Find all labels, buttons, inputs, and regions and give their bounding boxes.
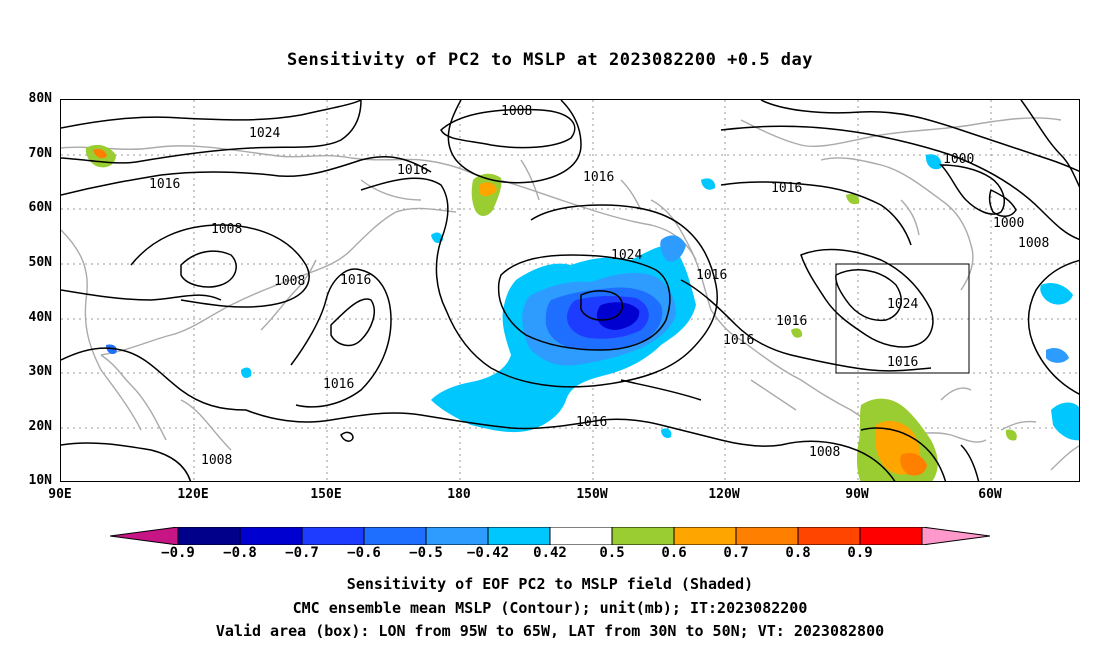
contour-label: 1016 <box>583 170 614 185</box>
lon-label-120e: 120E <box>177 487 209 502</box>
lon-label-60w: 60W <box>978 487 1002 502</box>
colorbar-tick-label: 0.42 <box>533 545 567 561</box>
lat-label-80n: 80N <box>28 91 52 106</box>
lat-label-50n: 50N <box>28 255 52 270</box>
colorbar-tick-label: 0.7 <box>723 545 749 561</box>
lat-label-60n: 60N <box>28 200 52 215</box>
contour-label: 1016 <box>776 314 807 329</box>
map-canvas: 1008 1024 1016 1016 1016 1000 1008 1008 … <box>61 100 1079 481</box>
lat-label-10n: 10N <box>28 473 52 488</box>
contour-label: 1008 <box>211 222 242 237</box>
mslp-contours <box>61 100 1079 481</box>
colorbar-tick-label: 0.5 <box>599 545 625 561</box>
contour-label: 1016 <box>771 181 802 196</box>
lat-label-30n: 30N <box>28 364 52 379</box>
colorbar-tick-label: −0.5 <box>409 545 443 561</box>
contour-label: 1016 <box>887 355 918 370</box>
colorbar-tick-label: 0.6 <box>661 545 687 561</box>
colorbar-cell <box>549 527 613 545</box>
colorbar-cells <box>110 527 990 545</box>
caption-line-1: Sensitivity of EOF PC2 to MSLP field (Sh… <box>346 575 754 593</box>
colorbar-cell <box>487 527 551 545</box>
colorbar-cell <box>859 527 923 545</box>
contour-label: 1008 <box>501 104 532 119</box>
colorbar-tick-label: −0.6 <box>347 545 381 561</box>
contour-label: 1000 <box>943 152 974 167</box>
valid-area-box <box>835 263 970 374</box>
contour-label: 1016 <box>397 163 428 178</box>
contour-label: 1008 <box>201 453 232 468</box>
colorbar-cell <box>301 527 365 545</box>
lon-label-150e: 150E <box>310 487 342 502</box>
colorbar-cell <box>611 527 675 545</box>
colorbar-cell <box>673 527 737 545</box>
contour-label: 1016 <box>696 268 727 283</box>
colorbar <box>110 527 990 545</box>
lon-label-150w: 150W <box>576 487 608 502</box>
lon-label-90e: 90E <box>48 487 72 502</box>
contour-label: 1016 <box>149 177 180 192</box>
contour-label: 1008 <box>809 445 840 460</box>
colorbar-arrow-max <box>921 527 990 545</box>
map-panel: 1008 1024 1016 1016 1016 1000 1008 1008 … <box>60 99 1080 482</box>
colorbar-cell <box>425 527 489 545</box>
contour-label: 1016 <box>323 377 354 392</box>
contour-label: 1024 <box>249 126 280 141</box>
contour-label: 1024 <box>611 248 642 263</box>
contour-label: 1008 <box>274 274 305 289</box>
colorbar-cell <box>239 527 303 545</box>
contour-label: 1008 <box>1018 236 1049 251</box>
colorbar-cell <box>797 527 861 545</box>
contour-label: 1016 <box>576 415 607 430</box>
caption-line-2: CMC ensemble mean MSLP (Contour); unit(m… <box>292 599 808 617</box>
lon-label-180: 180 <box>447 487 471 502</box>
colorbar-cell <box>177 527 241 545</box>
contour-label: 1024 <box>887 297 918 312</box>
colorbar-tick-label: −0.8 <box>223 545 257 561</box>
sensitivity-shading <box>85 144 1079 481</box>
colorbar-tick-label: −0.9 <box>161 545 195 561</box>
chart-title: Sensitivity of PC2 to MSLP at 2023082200… <box>286 50 813 70</box>
contour-label: 1000 <box>993 216 1024 231</box>
lat-label-70n: 70N <box>28 146 52 161</box>
lon-label-90w: 90W <box>845 487 869 502</box>
lat-label-20n: 20N <box>28 419 52 434</box>
lon-label-120w: 120W <box>708 487 740 502</box>
contour-label: 1016 <box>723 333 754 348</box>
lat-label-40n: 40N <box>28 310 52 325</box>
colorbar-tick-label: 0.9 <box>847 545 873 561</box>
contour-label-group: 1008 1024 1016 1016 1016 1000 1008 1008 … <box>149 104 1049 468</box>
caption-line-3: Valid area (box): LON from 95W to 65W, L… <box>215 622 885 640</box>
colorbar-cell <box>735 527 799 545</box>
contour-label: 1016 <box>340 273 371 288</box>
colorbar-cell <box>363 527 427 545</box>
coastlines <box>61 117 1079 471</box>
colorbar-tick-label: −0.7 <box>285 545 319 561</box>
colorbar-arrow-min <box>110 527 179 545</box>
colorbar-tick-label: −0.42 <box>466 545 510 561</box>
colorbar-tick-label: 0.8 <box>785 545 811 561</box>
